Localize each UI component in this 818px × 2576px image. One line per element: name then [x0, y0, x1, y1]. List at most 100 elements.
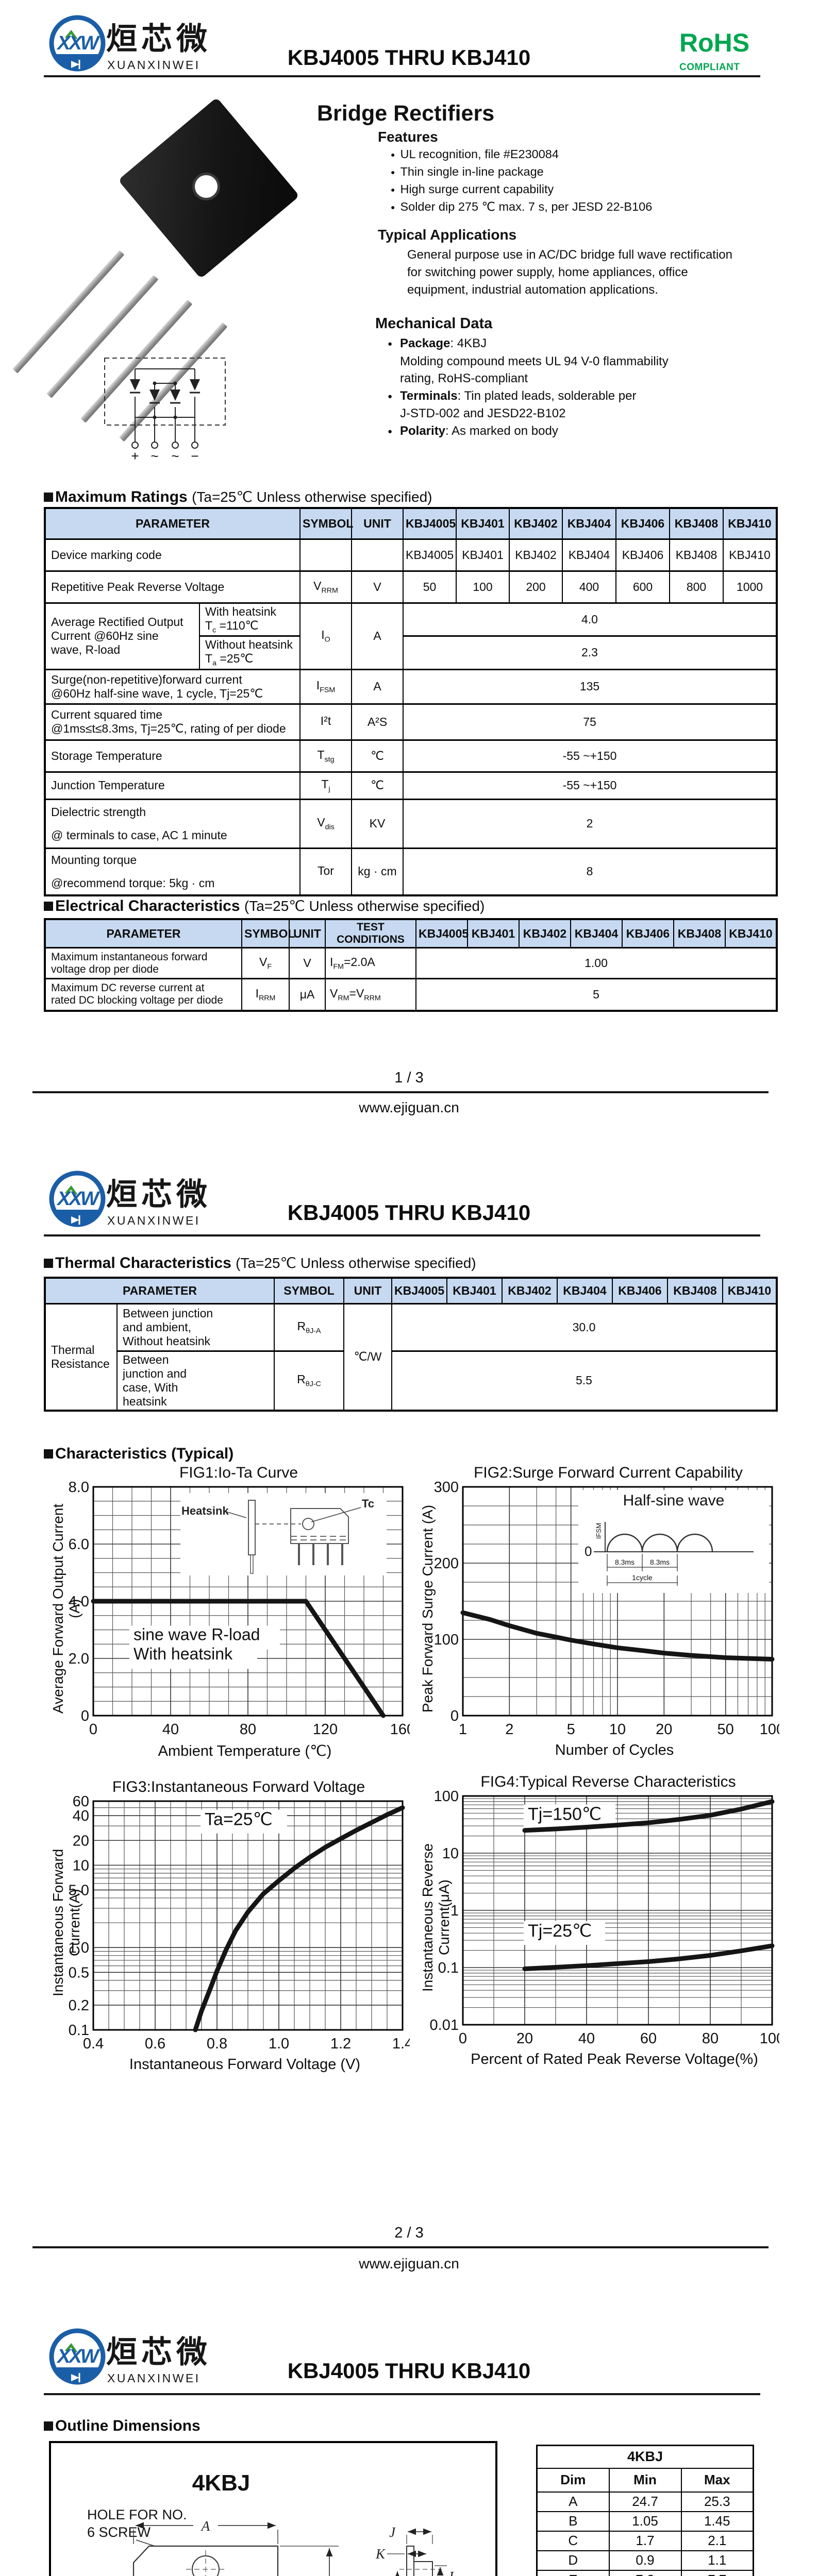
dim-table-header-row: Dim Min Max — [536, 2467, 754, 2493]
package-pins — [298, 1544, 343, 1565]
device-header-cell: KBJ408 — [669, 507, 724, 540]
device-header-cell: KBJ406 — [615, 507, 670, 540]
tick-label: 120 — [313, 1721, 338, 1738]
tick-label: 50 — [717, 1721, 734, 1738]
value-cell: 5.5 — [391, 1350, 777, 1411]
product-photo — [12, 97, 320, 442]
torque-row: Mounting torque @recommend torque: 5kg · … — [44, 847, 777, 896]
tick-label: 20 — [73, 1833, 89, 1849]
dim-max: 7.7 — [680, 2569, 754, 2576]
tick-label: 0.4 — [83, 2036, 104, 2052]
device-marking-row: Device marking code KBJ4005 KBJ401 KBJ402 K… — [44, 538, 777, 572]
value-cell: 30.0 — [391, 1302, 777, 1352]
tick-label: 0 — [450, 1708, 459, 1724]
tick-label: 0 — [459, 2030, 467, 2047]
device-header-cell: KBJ408 — [673, 918, 726, 948]
fig3-xlabel: Instantaneous Forward Voltage (V) — [129, 2056, 361, 2073]
value-cell: 135 — [403, 668, 777, 705]
i2t-row: Current squared time @1ms≤t≤8.3ms, Tj=25℃… — [44, 703, 777, 741]
value-cell: 800 — [669, 570, 724, 604]
logo-monogram: XXW — [56, 1188, 101, 1210]
website-link[interactable]: www.ejiguan.cn — [359, 1099, 459, 1115]
fig4-chart: FIG4:Typical Reverse Characteristics Ins… — [419, 1773, 784, 2067]
tstg-row: Storage Temperature Tstg ℃ -55 ~+150 — [44, 739, 777, 773]
tick-label: 0.1 — [438, 1960, 459, 1976]
heatsink-plate — [248, 1500, 256, 1555]
svg-text:1cycle: 1cycle — [632, 1573, 653, 1582]
header-rule — [44, 1234, 760, 1236]
dimensions-table: 4KBJ Dim Min Max A 24.7 25.3 B 1.05 1.45 — [536, 2445, 755, 2576]
annotation-bg — [129, 1645, 257, 1669]
table-header-row: PARAMETER SYMBOL UNIT TEST CONDITIONS KB… — [44, 918, 777, 948]
value-cell: 4.0 — [403, 602, 777, 637]
fig1-chart: FIG1:Io-Ta Curve Average Forward Output … — [49, 1464, 415, 1759]
tick-label: 100 — [760, 1721, 779, 1738]
thermal-heading: Thermal Characteristics (Ta=25℃ Unless o… — [44, 1255, 476, 1272]
value-cell: KBJ402 — [509, 538, 563, 572]
page2-title: KBJ4005 THRU KBJ410 — [287, 1200, 531, 1225]
header-rule — [44, 75, 760, 77]
tick-label: 0.1 — [69, 2022, 89, 2039]
logo-english-name: XUANXINWEI — [107, 2371, 201, 2385]
rthja-desc: Between junction and ambient, Without heat… — [116, 1302, 275, 1352]
device-header-cell: KBJ410 — [722, 1277, 777, 1304]
dim-letter: E — [536, 2569, 610, 2576]
tick-label: 0.2 — [69, 1997, 89, 2014]
device-header-cell: KBJ404 — [562, 507, 616, 540]
footer-rule — [32, 2246, 769, 2248]
dim-max: 25.3 — [680, 2491, 754, 2512]
features-heading: Features — [378, 129, 438, 145]
table-header-row: PARAMETER SYMBOL UNIT KBJ4005 KBJ401 KBJ40… — [44, 1277, 777, 1304]
fig3-chart: FIG3:Instantaneous Forward Voltage Insta… — [49, 1778, 413, 2073]
tick-label: 100 — [434, 1632, 459, 1648]
chart-annotation: Tj=25℃ — [528, 1921, 592, 1941]
tick-label: 1.4 — [392, 2036, 410, 2052]
value-cell: KBJ4005 — [403, 538, 457, 572]
dim-max: 1.1 — [680, 2550, 754, 2571]
fig3-plot: 0.4 0.6 0.8 1.0 1.2 1.4 0.1 0.2 0.5 1.0 5.0 10 20 406… — [69, 1793, 413, 2052]
company-logo: XXW 烜芯微 XUANXINWEI — [49, 1171, 207, 1227]
symbol-cell: IRRM — [241, 978, 290, 1011]
mechanical-item: ● Polarity: As marked on body — [388, 422, 669, 440]
dim-row: D 0.9 1.1 — [536, 2550, 754, 2571]
logo-green-accent — [65, 29, 78, 40]
tick-label: 0 — [89, 1721, 97, 1738]
bullet-icon: ● — [388, 340, 393, 348]
mechanical-list: ● Package: 4KBJ Molding compound meets UL… — [388, 335, 669, 440]
dim-letter: B — [536, 2511, 610, 2532]
dim-max: 2.1 — [680, 2530, 754, 2551]
fig3-title: FIG3:Instantaneous Forward Voltage — [112, 1778, 365, 1795]
bridge-schematic: + ~ ~ − — [104, 358, 226, 463]
symbol-cell: IO — [299, 602, 352, 670]
svg-text:8.3ms: 8.3ms — [615, 1558, 635, 1566]
logo-chinese-name: 烜芯微 — [106, 22, 211, 56]
rthja-row: Thermal Resistance Between junction and am… — [44, 1302, 777, 1411]
tick-label: 4.0 — [69, 1594, 89, 1610]
characteristics-heading: Characteristics (Typical) — [44, 1445, 233, 1463]
website-link[interactable]: www.ejiguan.cn — [359, 2256, 459, 2272]
diode-symbols — [130, 379, 200, 419]
ifsm-label: IFSM — [595, 1523, 603, 1539]
tc-label: Tc — [362, 1497, 374, 1510]
applications-line: General purpose use in AC/DC bridge full… — [407, 248, 732, 262]
dim-row: B 1.05 1.45 — [536, 2511, 754, 2532]
symbol-cell: VRRM — [299, 570, 352, 604]
io-row-2: Without heatsink Ta =25℃ 2.3 — [45, 635, 777, 670]
section-bullet — [44, 902, 53, 911]
mounting-hole — [195, 175, 218, 198]
tc-hole — [302, 1518, 314, 1530]
footer-rule — [32, 1091, 769, 1093]
value-cell: 50 — [403, 570, 457, 604]
ifsm-row: Surge(non-repetitive)forward current @60H… — [44, 668, 777, 705]
tick-label: 200 — [434, 1555, 459, 1572]
symbol-cell: RθJ-A — [274, 1302, 344, 1352]
vf-row: Maximum instantaneous forward voltage dro… — [44, 947, 777, 979]
io-with-heatsink: With heatsink Tc =110℃ — [199, 602, 301, 637]
logo-english-name: XUANXINWEI — [107, 1214, 201, 1227]
company-logo: XXW 烜芯微 XUANXINWEI — [49, 15, 211, 72]
device-header-cell: KBJ402 — [519, 918, 571, 948]
rohs-compliant-label: COMPLIANT — [679, 62, 740, 73]
device-header-cell: KBJ404 — [570, 918, 623, 948]
applications-text: General purpose use in AC/DC bridge full… — [407, 246, 732, 299]
io-param: Average Rectified Output Current @60Hz si… — [44, 602, 200, 670]
